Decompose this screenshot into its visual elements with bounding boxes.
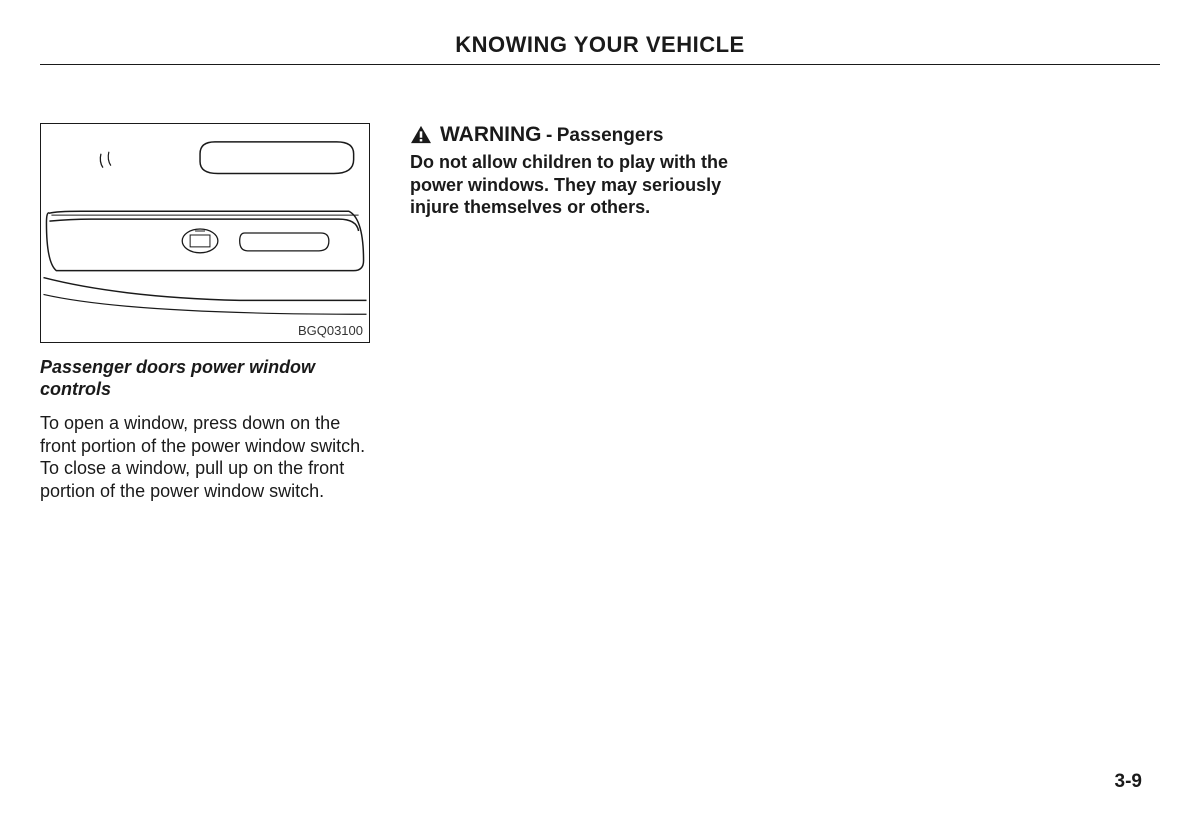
warning-text: Do not allow children to play with the p…	[410, 151, 760, 219]
figure-caption: Passenger doors power window controls	[40, 357, 370, 400]
left-column: BGQ03100 Passenger doors power window co…	[40, 123, 370, 502]
warning-triangle-icon	[410, 125, 432, 145]
header-rule	[40, 64, 1160, 65]
door-panel-illustration	[41, 124, 369, 342]
warning-label: WARNING	[440, 123, 542, 146]
right-column: WARNING - Passengers Do not allow childr…	[410, 123, 760, 502]
page-header: KNOWING YOUR VEHICLE	[0, 0, 1200, 73]
warning-heading: WARNING - Passengers	[410, 123, 760, 147]
figure-description: To open a window, press down on the fron…	[40, 412, 370, 502]
page-number: 3-9	[1115, 771, 1142, 793]
warning-separator: -	[546, 125, 552, 146]
content-area: BGQ03100 Passenger doors power window co…	[0, 73, 1200, 502]
header-title: KNOWING YOUR VEHICLE	[0, 32, 1200, 58]
figure-illustration: BGQ03100	[40, 123, 370, 343]
figure-code: BGQ03100	[298, 323, 363, 338]
warning-subject: Passengers	[557, 125, 664, 146]
